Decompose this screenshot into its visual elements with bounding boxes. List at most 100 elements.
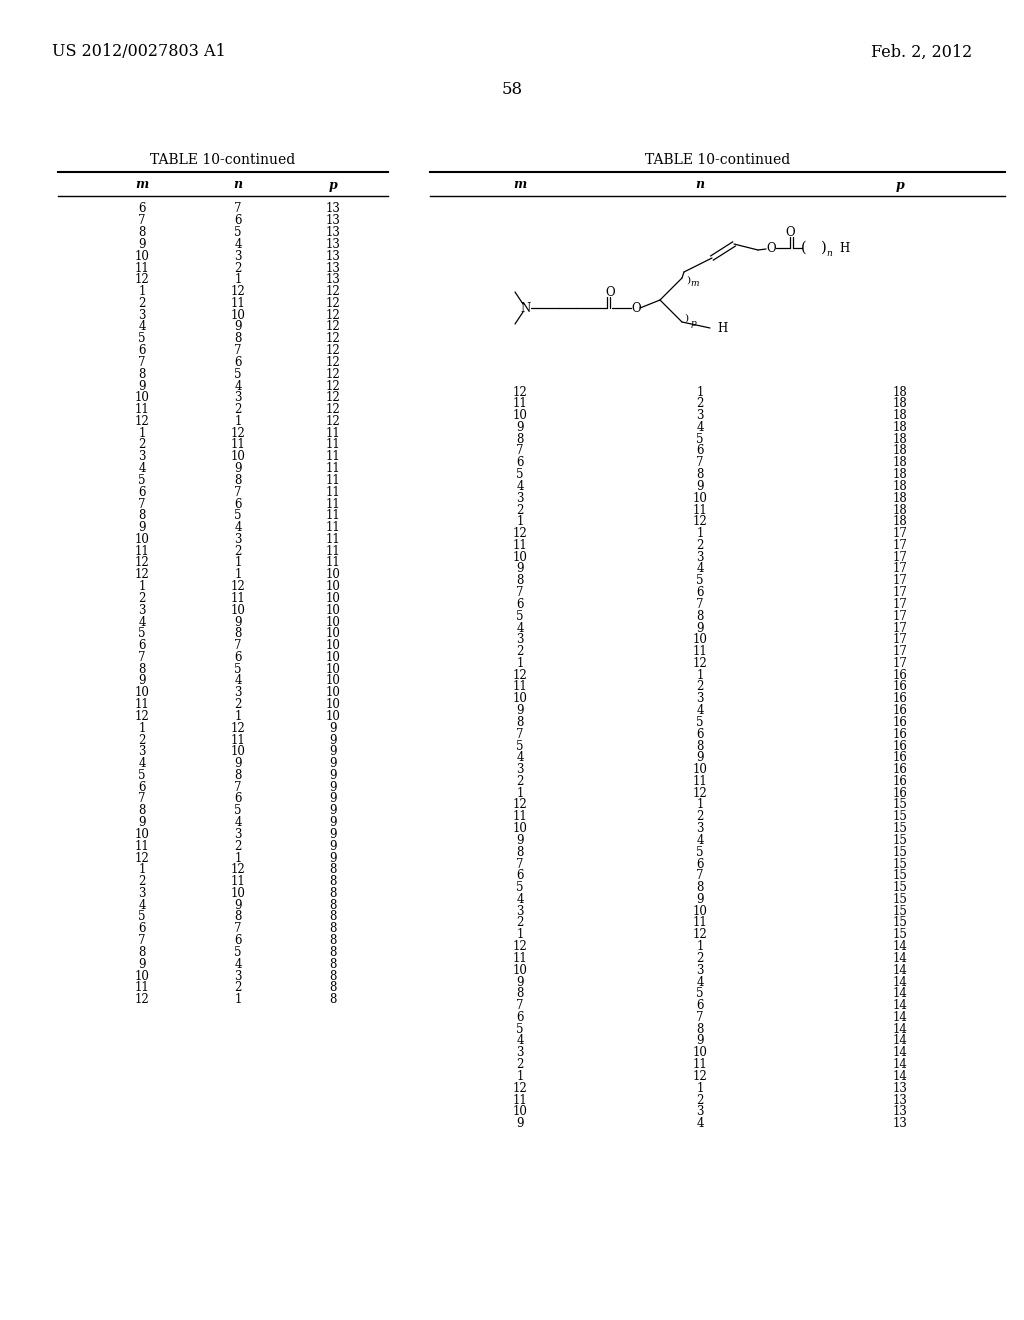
Text: p: p [690,319,696,329]
Text: 11: 11 [134,261,150,275]
Text: 8: 8 [696,739,703,752]
Text: 3: 3 [696,409,703,422]
Text: 6: 6 [138,780,145,793]
Text: 10: 10 [326,603,340,616]
Text: 16: 16 [893,739,907,752]
Text: 8: 8 [330,911,337,924]
Text: 12: 12 [326,321,340,334]
Text: 4: 4 [234,958,242,970]
Text: 3: 3 [234,249,242,263]
Text: 9: 9 [330,851,337,865]
Text: 2: 2 [234,981,242,994]
Text: 18: 18 [893,385,907,399]
Text: 14: 14 [893,1047,907,1060]
Text: 8: 8 [234,333,242,346]
Text: 11: 11 [134,840,150,853]
Text: 8: 8 [696,1023,703,1036]
Text: 13: 13 [326,202,340,215]
Text: 5: 5 [234,804,242,817]
Text: H: H [839,242,849,255]
Text: 2: 2 [138,734,145,747]
Text: 3: 3 [516,904,523,917]
Text: 9: 9 [516,704,523,717]
Text: 2: 2 [516,645,523,659]
Text: ): ) [684,314,688,322]
Text: 12: 12 [230,863,246,876]
Text: 1: 1 [516,928,523,941]
Text: 4: 4 [234,675,242,688]
Text: 12: 12 [513,527,527,540]
Text: 9: 9 [330,780,337,793]
Text: 2: 2 [516,916,523,929]
Text: 6: 6 [696,999,703,1012]
Text: 11: 11 [326,462,340,475]
Text: 10: 10 [692,634,708,647]
Text: 8: 8 [330,935,337,948]
Text: 14: 14 [893,1071,907,1082]
Text: 12: 12 [326,391,340,404]
Text: 6: 6 [516,1011,523,1024]
Text: 18: 18 [893,397,907,411]
Text: 5: 5 [234,368,242,380]
Text: 9: 9 [234,758,242,770]
Text: 11: 11 [692,645,708,659]
Text: 12: 12 [326,345,340,358]
Text: 8: 8 [138,804,145,817]
Text: 4: 4 [234,521,242,535]
Text: 17: 17 [893,610,907,623]
Text: 17: 17 [893,550,907,564]
Text: 16: 16 [893,681,907,693]
Text: 9: 9 [516,1117,523,1130]
Text: 14: 14 [893,975,907,989]
Text: 10: 10 [326,710,340,723]
Text: 10: 10 [692,904,708,917]
Text: 11: 11 [326,438,340,451]
Text: 10: 10 [326,627,340,640]
Text: 3: 3 [516,492,523,504]
Text: 4: 4 [138,899,145,912]
Text: 10: 10 [513,692,527,705]
Text: 11: 11 [230,734,246,747]
Text: 9: 9 [696,1035,703,1048]
Text: 11: 11 [692,775,708,788]
Text: 12: 12 [326,285,340,298]
Text: 1: 1 [696,385,703,399]
Text: 10: 10 [326,651,340,664]
Text: 2: 2 [696,681,703,693]
Text: 13: 13 [326,226,340,239]
Text: 10: 10 [134,533,150,546]
Text: 58: 58 [502,82,522,99]
Text: 4: 4 [138,758,145,770]
Text: 4: 4 [234,380,242,392]
Text: 2: 2 [138,438,145,451]
Text: 4: 4 [234,816,242,829]
Text: 2: 2 [516,503,523,516]
Text: 8: 8 [330,993,337,1006]
Text: 2: 2 [696,952,703,965]
Text: 10: 10 [134,249,150,263]
Text: 11: 11 [326,557,340,569]
Text: 16: 16 [893,692,907,705]
Text: 4: 4 [138,462,145,475]
Text: 8: 8 [138,368,145,380]
Text: 4: 4 [138,615,145,628]
Text: 10: 10 [513,964,527,977]
Text: 8: 8 [330,899,337,912]
Text: 2: 2 [234,545,242,557]
Text: 10: 10 [692,763,708,776]
Text: 11: 11 [326,450,340,463]
Text: 9: 9 [696,751,703,764]
Text: 2: 2 [696,539,703,552]
Text: 12: 12 [692,657,708,671]
Text: 10: 10 [326,675,340,688]
Text: 18: 18 [893,492,907,504]
Text: 14: 14 [893,964,907,977]
Text: 5: 5 [696,715,703,729]
Text: 12: 12 [230,426,246,440]
Text: 12: 12 [230,722,246,735]
Text: 8: 8 [516,846,523,859]
Text: 15: 15 [893,892,907,906]
Text: 1: 1 [138,579,145,593]
Text: 1: 1 [516,787,523,800]
Text: 12: 12 [692,515,708,528]
